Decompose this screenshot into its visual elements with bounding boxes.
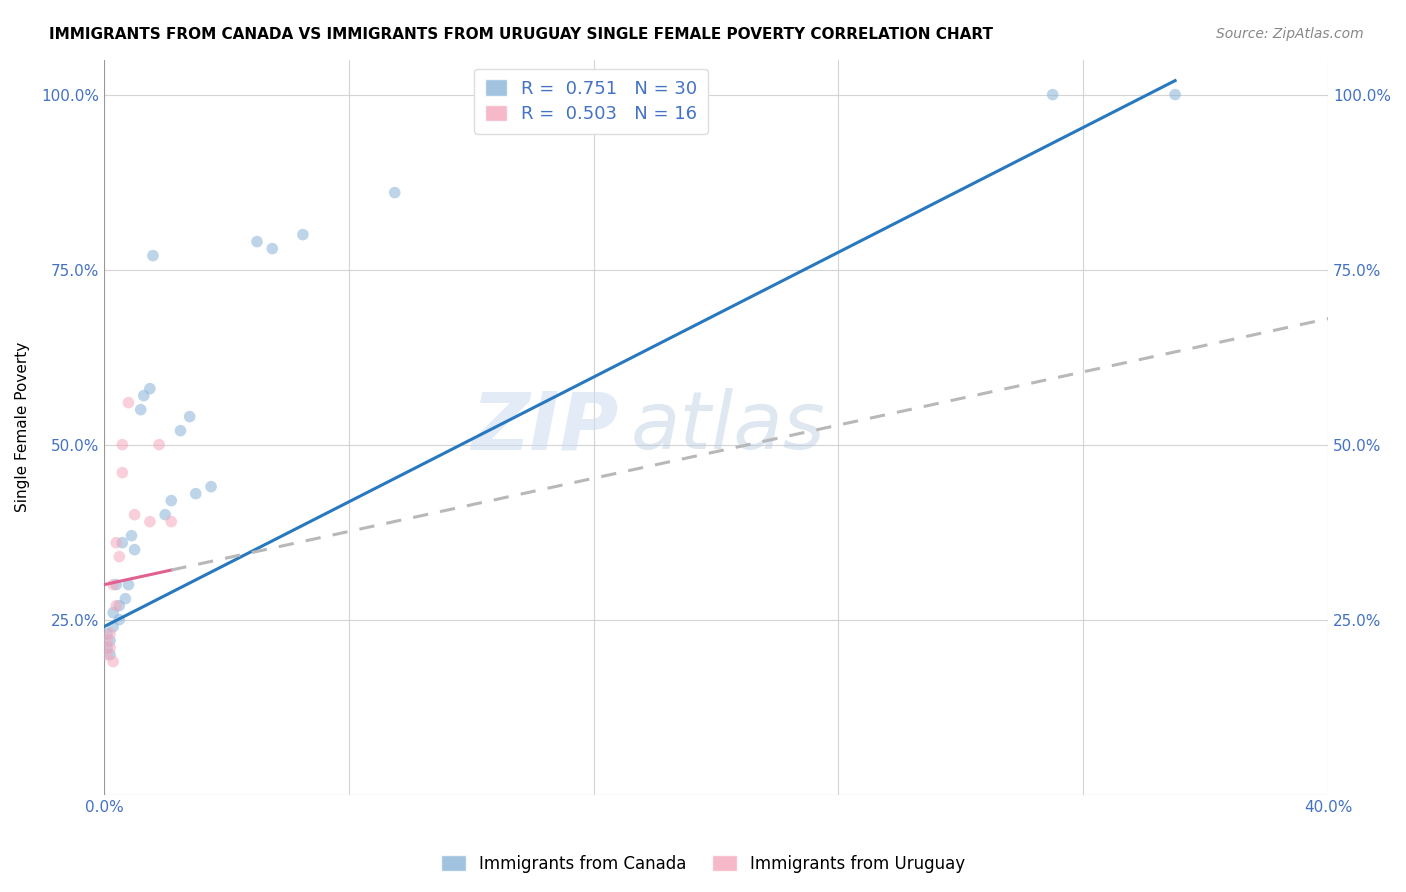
Point xyxy=(184,486,207,500)
Point xyxy=(169,424,191,438)
Point xyxy=(124,542,146,557)
Point xyxy=(114,591,136,606)
Point xyxy=(96,633,118,648)
Point xyxy=(108,613,131,627)
Point xyxy=(132,389,155,403)
Point xyxy=(179,409,201,424)
Point xyxy=(117,395,139,409)
Text: ZIP: ZIP xyxy=(471,388,619,467)
Point xyxy=(1164,87,1187,102)
Point xyxy=(111,437,134,451)
Point xyxy=(121,529,143,543)
Point xyxy=(101,655,124,669)
Point xyxy=(384,186,406,200)
Point xyxy=(98,640,121,655)
Point xyxy=(101,620,124,634)
Point xyxy=(98,633,121,648)
Point xyxy=(101,577,124,591)
Point xyxy=(291,227,314,242)
Text: atlas: atlas xyxy=(630,388,825,467)
Point xyxy=(124,508,146,522)
Point xyxy=(129,402,152,417)
Point xyxy=(262,242,284,256)
Point xyxy=(148,437,170,451)
Point xyxy=(142,249,165,263)
Point xyxy=(105,535,128,549)
Point xyxy=(139,382,162,396)
Point xyxy=(98,626,121,640)
Point xyxy=(1042,87,1064,102)
Point xyxy=(117,577,139,591)
Point xyxy=(246,235,269,249)
Legend: Immigrants from Canada, Immigrants from Uruguay: Immigrants from Canada, Immigrants from … xyxy=(434,848,972,880)
Point xyxy=(105,599,128,613)
Point xyxy=(101,606,124,620)
Legend: R =  0.751   N = 30, R =  0.503   N = 16: R = 0.751 N = 30, R = 0.503 N = 16 xyxy=(474,69,709,134)
Point xyxy=(96,626,118,640)
Point xyxy=(108,599,131,613)
Point xyxy=(200,480,222,494)
Point xyxy=(108,549,131,564)
Point xyxy=(160,515,183,529)
Text: IMMIGRANTS FROM CANADA VS IMMIGRANTS FROM URUGUAY SINGLE FEMALE POVERTY CORRELAT: IMMIGRANTS FROM CANADA VS IMMIGRANTS FRO… xyxy=(49,27,993,42)
Point xyxy=(111,466,134,480)
Point xyxy=(98,648,121,662)
Point xyxy=(139,515,162,529)
Y-axis label: Single Female Poverty: Single Female Poverty xyxy=(15,342,30,512)
Point xyxy=(96,640,118,655)
Point xyxy=(96,648,118,662)
Point xyxy=(111,535,134,549)
Point xyxy=(160,493,183,508)
Point xyxy=(153,508,176,522)
Text: Source: ZipAtlas.com: Source: ZipAtlas.com xyxy=(1216,27,1364,41)
Point xyxy=(105,577,128,591)
